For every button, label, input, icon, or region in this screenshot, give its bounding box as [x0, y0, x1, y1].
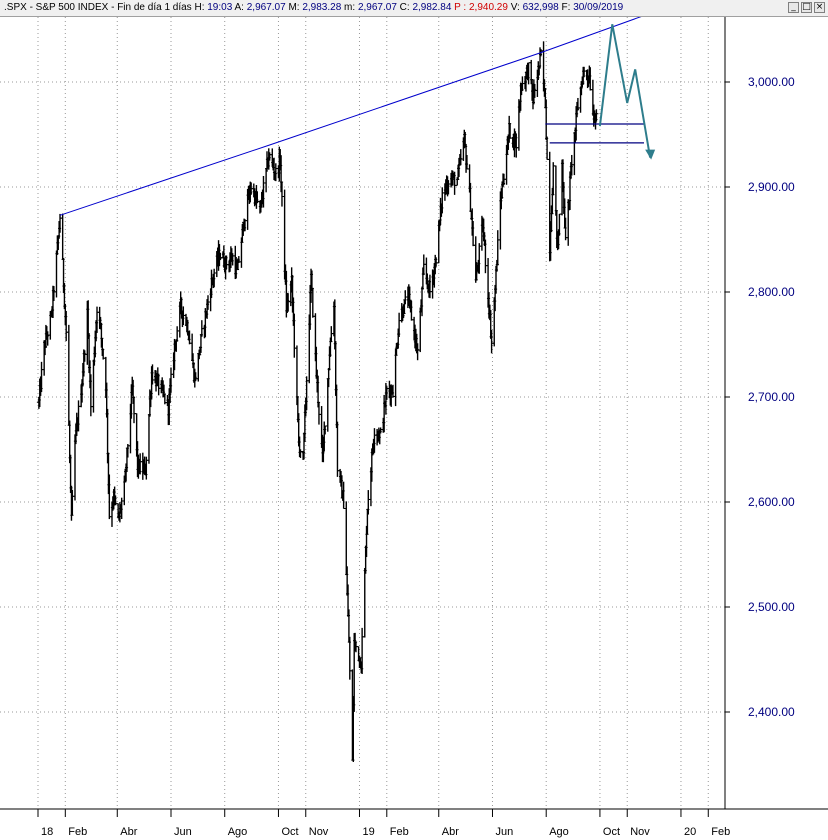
close-button[interactable]: ×	[814, 2, 825, 13]
x-tick-label: Abr	[442, 826, 459, 838]
quote-field-value: 632,998	[522, 2, 559, 13]
quote-field-value: 2,983.28	[302, 2, 342, 13]
projection-arrowhead	[645, 149, 656, 160]
y-tick-label: 2,900.00	[748, 180, 795, 194]
quote-fields: H: 19:03 A: 2,967.07 M: 2,983.28 m: 2,96…	[194, 2, 623, 13]
y-tick-label: 3,000.00	[748, 75, 795, 89]
quote-field-key: M:	[285, 2, 303, 13]
quote-field-value: 2,967.07	[246, 2, 286, 13]
y-tick-label: 2,600.00	[748, 495, 795, 509]
quote-header: .SPX - S&P 500 INDEX - Fin de día 1 días…	[4, 2, 623, 13]
x-axis: 18 Feb Abr Jun Ago Oct Nov 19 Feb Abr Jun Ago Oct Nov…	[0, 808, 828, 838]
x-tick-label: Abr	[120, 826, 137, 838]
x-tick-label: Feb	[68, 826, 87, 838]
quote-field-key: V:	[507, 2, 523, 13]
trendline	[59, 17, 642, 216]
y-axis: 2,400.00 2,500.00 2,600.00 2,700.00 2,800.00…	[724, 17, 795, 809]
y-tick-label: 2,700.00	[748, 390, 795, 404]
y-tick-label: 2,400.00	[748, 705, 795, 719]
x-tick-label: Oct	[281, 826, 298, 838]
x-tick-label: Jun	[495, 826, 513, 838]
y-tick-label: 2,500.00	[748, 600, 795, 614]
x-tick-label: Nov	[309, 826, 329, 838]
quote-field-value: 19:03	[207, 2, 233, 13]
quote-field-key: F:	[558, 2, 574, 13]
quote-field-key: P :	[451, 2, 469, 13]
x-tick-label: Oct	[603, 826, 620, 838]
x-tick-label: Feb	[390, 826, 409, 838]
quote-field-value: 30/09/2019	[573, 2, 624, 13]
symbol-label: .SPX - S&P 500 INDEX - Fin de día 1 días	[4, 2, 192, 13]
x-tick-label: Ago	[228, 826, 248, 838]
x-tick-label: Feb	[711, 826, 730, 838]
x-tick-label: 19	[362, 826, 374, 838]
quote-field-key: H:	[194, 2, 208, 13]
quote-field-value: 2,982.84	[412, 2, 452, 13]
y-tick-label: 2,800.00	[748, 285, 795, 299]
x-tick-label: Nov	[630, 826, 650, 838]
quote-field-value: 2,940.29	[469, 2, 508, 13]
quote-field-key: m:	[341, 2, 358, 13]
minimize-button[interactable]: _	[788, 2, 799, 13]
price-chart: 2,400.00 2,500.00 2,600.00 2,700.00 2,800.00…	[0, 17, 828, 838]
x-tick-label: 20	[684, 826, 696, 838]
price-bars	[36, 41, 599, 762]
chart-annotations	[59, 17, 656, 216]
x-tick-label: Jun	[174, 826, 192, 838]
x-tick-label: Ago	[549, 826, 569, 838]
x-tick-label: 18	[41, 826, 53, 838]
projection-path	[598, 24, 652, 158]
chart-title-bar: .SPX - S&P 500 INDEX - Fin de día 1 días…	[0, 0, 828, 17]
quote-field-value: 2,967.07	[357, 2, 397, 13]
restore-button[interactable]: □	[801, 2, 812, 13]
quote-field-key: A:	[232, 2, 247, 13]
chart-grid	[0, 17, 725, 809]
quote-field-key: C:	[396, 2, 413, 13]
